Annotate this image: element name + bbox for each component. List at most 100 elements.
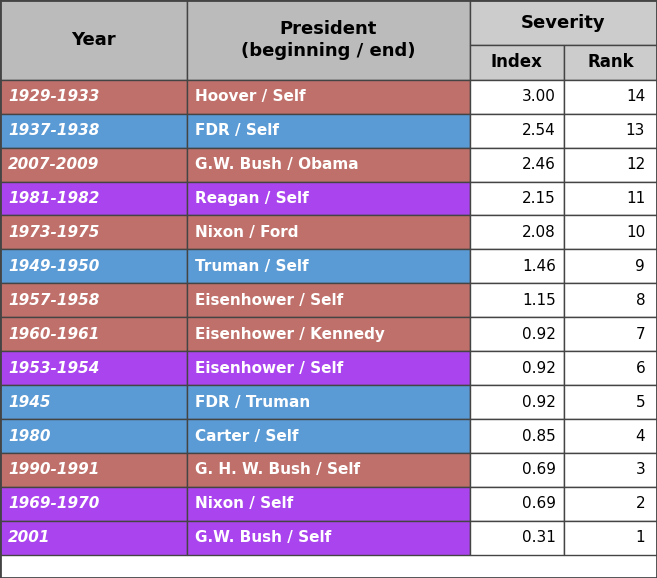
Text: 1980: 1980 <box>8 428 51 443</box>
Text: 1949-1950: 1949-1950 <box>8 259 99 274</box>
Text: 2.15: 2.15 <box>522 191 556 206</box>
Text: G. H. W. Bush / Self: G. H. W. Bush / Self <box>195 462 360 477</box>
Text: 2.08: 2.08 <box>522 225 556 240</box>
Bar <box>564 419 657 453</box>
Text: 2001: 2001 <box>8 530 51 545</box>
Text: Nixon / Ford: Nixon / Ford <box>195 225 299 240</box>
Bar <box>0 114 187 147</box>
Bar <box>564 351 657 385</box>
Bar <box>0 0 187 80</box>
Text: Rank: Rank <box>587 53 633 72</box>
Bar <box>564 487 657 521</box>
Text: 0.69: 0.69 <box>522 497 556 512</box>
Bar <box>0 283 187 317</box>
Text: 1929-1933: 1929-1933 <box>8 89 99 104</box>
Bar <box>187 0 470 80</box>
Text: FDR / Truman: FDR / Truman <box>195 395 310 410</box>
Text: 1953-1954: 1953-1954 <box>8 361 99 376</box>
Text: 1937-1938: 1937-1938 <box>8 123 99 138</box>
Bar <box>187 147 470 181</box>
Text: 0.69: 0.69 <box>522 462 556 477</box>
Text: 4: 4 <box>635 428 645 443</box>
Text: 1.46: 1.46 <box>522 259 556 274</box>
Bar <box>470 453 564 487</box>
Text: Truman / Self: Truman / Self <box>195 259 309 274</box>
Bar <box>187 385 470 419</box>
Text: Eisenhower / Kennedy: Eisenhower / Kennedy <box>195 327 385 342</box>
Bar <box>470 487 564 521</box>
Bar <box>564 216 657 250</box>
Text: 1957-1958: 1957-1958 <box>8 293 99 308</box>
Bar <box>470 147 564 181</box>
Bar <box>0 453 187 487</box>
Bar <box>470 283 564 317</box>
Bar <box>564 250 657 283</box>
Bar <box>0 147 187 181</box>
Text: 1973-1975: 1973-1975 <box>8 225 99 240</box>
Text: 0.85: 0.85 <box>522 428 556 443</box>
Bar <box>0 487 187 521</box>
Text: 5: 5 <box>635 395 645 410</box>
Text: 2.46: 2.46 <box>522 157 556 172</box>
Text: 1969-1970: 1969-1970 <box>8 497 99 512</box>
Text: 12: 12 <box>626 157 645 172</box>
Text: 7: 7 <box>635 327 645 342</box>
Text: Year: Year <box>72 31 116 49</box>
Text: 2007-2009: 2007-2009 <box>8 157 99 172</box>
Text: G.W. Bush / Obama: G.W. Bush / Obama <box>195 157 359 172</box>
Text: Nixon / Self: Nixon / Self <box>195 497 294 512</box>
Bar <box>470 351 564 385</box>
Text: Severity: Severity <box>521 13 606 32</box>
Bar <box>0 521 187 555</box>
Text: 0.92: 0.92 <box>522 395 556 410</box>
Bar <box>470 80 564 114</box>
Text: 1945: 1945 <box>8 395 51 410</box>
Bar <box>187 181 470 216</box>
Bar <box>0 385 187 419</box>
Bar <box>187 283 470 317</box>
Text: 3: 3 <box>635 462 645 477</box>
Bar <box>564 521 657 555</box>
Bar <box>0 80 187 114</box>
Bar <box>564 317 657 351</box>
Text: 8: 8 <box>635 293 645 308</box>
Text: 3.00: 3.00 <box>522 89 556 104</box>
Bar <box>564 181 657 216</box>
Text: 13: 13 <box>626 123 645 138</box>
Bar <box>564 80 657 114</box>
Bar <box>470 0 657 45</box>
Bar <box>187 419 470 453</box>
Bar <box>564 114 657 147</box>
Bar <box>187 114 470 147</box>
Text: 6: 6 <box>635 361 645 376</box>
Text: 10: 10 <box>626 225 645 240</box>
Text: 0.92: 0.92 <box>522 327 556 342</box>
Bar <box>0 419 187 453</box>
Bar <box>0 250 187 283</box>
Text: 1: 1 <box>635 530 645 545</box>
Bar <box>470 317 564 351</box>
Text: President
(beginning / end): President (beginning / end) <box>241 20 416 60</box>
Bar <box>187 351 470 385</box>
Bar <box>0 216 187 250</box>
Bar <box>470 181 564 216</box>
Bar <box>187 250 470 283</box>
Bar <box>564 147 657 181</box>
Text: 9: 9 <box>635 259 645 274</box>
Text: Carter / Self: Carter / Self <box>195 428 299 443</box>
Bar <box>470 216 564 250</box>
Bar <box>187 521 470 555</box>
Text: 1960-1961: 1960-1961 <box>8 327 99 342</box>
Bar <box>470 250 564 283</box>
Text: 14: 14 <box>626 89 645 104</box>
Text: 2.54: 2.54 <box>522 123 556 138</box>
Bar <box>564 283 657 317</box>
Text: 1990-1991: 1990-1991 <box>8 462 99 477</box>
Text: 0.31: 0.31 <box>522 530 556 545</box>
Bar <box>564 385 657 419</box>
Text: Eisenhower / Self: Eisenhower / Self <box>195 293 344 308</box>
Bar <box>470 419 564 453</box>
Text: 1981-1982: 1981-1982 <box>8 191 99 206</box>
Text: Reagan / Self: Reagan / Self <box>195 191 309 206</box>
Bar <box>564 45 657 80</box>
